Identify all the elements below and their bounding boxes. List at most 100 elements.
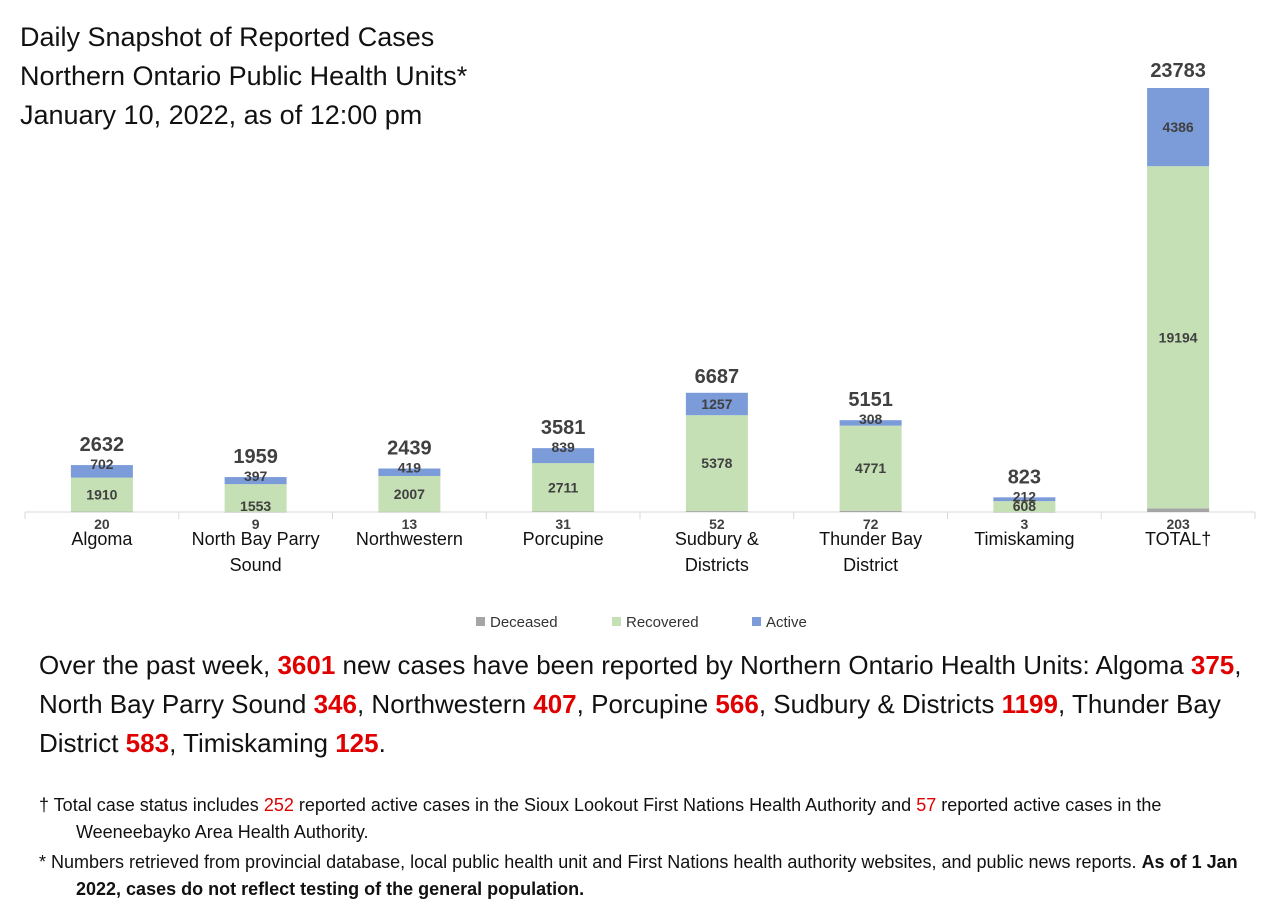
bar-active-segment: [532, 448, 595, 464]
title-line-3: January 10, 2022, as of 12:00 pm: [20, 100, 423, 130]
footnote-dagger-num2: 57: [916, 795, 937, 815]
data-label-deceased: 31: [555, 516, 571, 532]
data-label-recovered: 1553: [240, 498, 271, 514]
data-label-recovered: 19194: [1159, 329, 1198, 345]
data-label-total: 2632: [80, 434, 125, 456]
bar-recovered-segment: [70, 477, 133, 512]
x-tick-label: Timiskaming: [974, 529, 1074, 549]
bar-deceased-segment: [224, 511, 287, 513]
x-tick-label: Algoma: [71, 529, 133, 549]
footnote-dagger-part2: reported active cases in the Sioux Looko…: [293, 795, 917, 815]
data-label-total: 23783: [1150, 60, 1206, 82]
summary-unit-value: 566: [715, 689, 759, 719]
summary-unit-name: Algoma: [1095, 650, 1191, 680]
title-line-2: Northern Ontario Public Health Units*: [20, 61, 468, 91]
data-label-total: 2439: [387, 438, 432, 460]
summary-unit-value: 125: [335, 728, 379, 758]
data-label-deceased: 203: [1166, 516, 1190, 532]
bar-deceased-segment: [993, 511, 1056, 513]
summary-unit-name: Sudbury & Districts: [773, 689, 1002, 719]
bar-active-segment: [1147, 88, 1210, 167]
bar-recovered-segment: [532, 463, 595, 512]
data-label-active: 397: [244, 468, 268, 484]
data-label-active: 702: [90, 456, 114, 472]
summary-unit-separator: ,: [758, 689, 774, 719]
summary-unit-name: North Bay Parry Sound: [39, 689, 314, 719]
bar-active-segment: [224, 477, 287, 485]
summary-after-total: new cases have been reported by Northern…: [335, 650, 1096, 680]
x-tick-label: Porcupine: [523, 529, 604, 549]
bar-active-segment: [993, 497, 1056, 502]
bar-deceased-segment: [378, 511, 441, 513]
legend-label-recovered: Recovered: [626, 614, 699, 631]
chart-legend: Deceased Recovered Active: [476, 614, 807, 631]
summary-unit-value: 375: [1190, 650, 1235, 680]
data-label-total: 1959: [233, 446, 278, 468]
summary-unit-name: Timiskaming: [183, 728, 336, 758]
summary-unit-separator: ,: [1057, 689, 1072, 719]
data-label-recovered: 4771: [855, 460, 886, 476]
data-label-deceased: 13: [402, 516, 418, 532]
data-label-active: 419: [398, 460, 422, 476]
data-label-active: 308: [859, 411, 883, 427]
data-label-recovered: 2711: [548, 479, 579, 495]
data-label-total: 5151: [848, 389, 893, 411]
summary-unit-value: 1199: [1001, 689, 1058, 719]
bar-active-segment: [70, 465, 133, 478]
footnotes: † Total case status includes 252 reporte…: [39, 792, 1259, 906]
chart-title: Daily Snapshot of Reported Cases Norther…: [20, 18, 467, 135]
footnote-dagger-part3: reported active cases in the Weeneebayko…: [76, 795, 1162, 842]
data-label-deceased: 9: [252, 516, 260, 532]
x-tick-label: TOTAL†: [1145, 529, 1211, 549]
data-label-total: 3581: [541, 417, 586, 439]
footnote-star-part1: * Numbers retrieved from provincial data…: [39, 852, 1142, 872]
bar-recovered-segment: [378, 475, 441, 512]
summary-unit-separator: ,: [1234, 650, 1242, 680]
summary-unit-name: Northwestern: [371, 689, 534, 719]
footnote-dagger: † Total case status includes 252 reporte…: [39, 792, 1259, 846]
summary-unit-value: 407: [533, 689, 577, 719]
data-label-deceased: 3: [1020, 516, 1028, 532]
weekly-summary: Over the past week, 3601 new cases have …: [39, 646, 1269, 763]
x-tick-label: District: [843, 555, 898, 575]
title-line-1: Daily Snapshot of Reported Cases: [20, 22, 435, 52]
summary-unit-value: 346: [313, 689, 357, 719]
footnote-dagger-part1: † Total case status includes: [39, 795, 264, 815]
data-label-total: 823: [1008, 466, 1041, 488]
bar-active-segment: [839, 420, 902, 426]
bar-recovered-segment: [839, 425, 902, 511]
summary-unit-separator: .: [378, 728, 386, 758]
data-label-total: 6687: [695, 366, 740, 388]
legend-swatch-recovered: [612, 617, 621, 626]
bar-deceased-segment: [685, 511, 748, 512]
bar-deceased-segment: [532, 511, 595, 512]
summary-unit-list: Algoma 375, North Bay Parry Sound 346, N…: [39, 650, 1242, 758]
x-tick-label: Districts: [685, 555, 749, 575]
data-label-active: 1257: [701, 396, 732, 412]
summary-unit-separator: ,: [576, 689, 592, 719]
data-label-deceased: 52: [709, 516, 725, 532]
bar-deceased-segment: [1147, 508, 1210, 512]
data-label-active: 212: [1013, 488, 1037, 504]
summary-unit-name: Thunder Bay District: [39, 689, 1221, 758]
legend-label-active: Active: [766, 614, 807, 631]
summary-intro: Over the past week,: [39, 650, 278, 680]
data-label-active: 839: [551, 439, 575, 455]
summary-total-new: 3601: [277, 650, 336, 680]
legend-label-deceased: Deceased: [490, 614, 558, 631]
summary-unit-name: Porcupine: [591, 689, 716, 719]
data-label-deceased: 72: [863, 516, 879, 532]
bars-group: [24, 88, 1256, 519]
bar-recovered-segment: [1147, 166, 1210, 509]
x-tick-label: Northwestern: [356, 529, 463, 549]
bar-active-segment: [378, 468, 441, 476]
bar-recovered-segment: [224, 484, 287, 512]
data-label-active: 4386: [1163, 119, 1194, 135]
data-label-recovered: 608: [1013, 498, 1037, 514]
data-label-deceased: 20: [94, 516, 110, 532]
x-tick-label: North Bay Parry: [192, 529, 320, 549]
footnote-star: * Numbers retrieved from provincial data…: [39, 849, 1259, 903]
footnote-star-bold: As of 1 Jan 2022, cases do not reflect t…: [76, 852, 1238, 899]
